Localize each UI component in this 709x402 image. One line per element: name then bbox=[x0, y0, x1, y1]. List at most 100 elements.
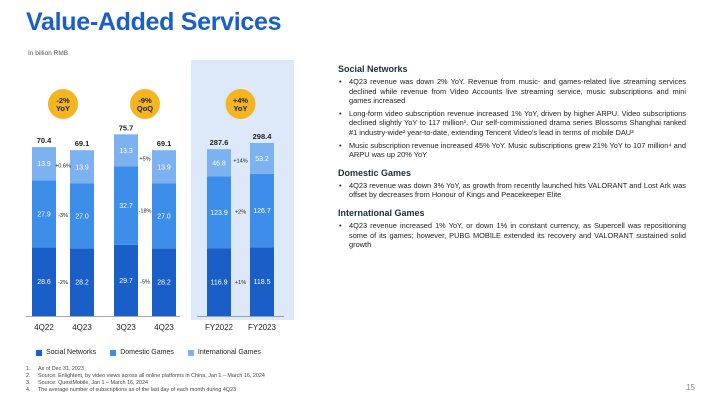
legend-item: Domestic Games bbox=[110, 349, 174, 356]
bar-segment-2 bbox=[207, 176, 231, 249]
bar-segment-2 bbox=[32, 180, 56, 248]
segment-value-label: 27.9 bbox=[37, 211, 51, 218]
footnote-number: 2. bbox=[26, 373, 31, 379]
category-tick-label: 4Q22 bbox=[34, 323, 54, 332]
footnote-text: Source: QuestMobile, Jan 1 – March 16, 2… bbox=[38, 380, 148, 386]
bar-segment-3 bbox=[207, 149, 231, 177]
bar-segment-1 bbox=[70, 248, 94, 316]
legend-swatch bbox=[187, 349, 194, 356]
segment-value-label: 28.6 bbox=[37, 279, 51, 286]
bullet-item: 4Q23 revenue was down 2% YoY. Revenue fr… bbox=[338, 77, 686, 106]
change-label: +0.6% bbox=[55, 163, 71, 169]
segment-value-label: 53.2 bbox=[255, 156, 269, 163]
segment-value-label: 13.9 bbox=[75, 164, 89, 171]
legend-swatch bbox=[110, 349, 117, 356]
bar-segment-3 bbox=[70, 150, 94, 184]
revenue-chart: 28.6 27.9 13.9 70.4 4Q22 28.2 27.0 13.9 69.1 4Q23… bbox=[26, 60, 294, 332]
footnote: 2. Source: Enlightent, by video views acr… bbox=[26, 373, 265, 380]
segment-value-label: 13.3 bbox=[119, 148, 133, 155]
bar-total-label: 69.1 bbox=[75, 139, 90, 148]
bar-segment-3 bbox=[152, 150, 176, 184]
change-label: +2% bbox=[235, 209, 246, 215]
bar-total-label: 69.1 bbox=[157, 139, 172, 148]
growth-badge bbox=[225, 89, 256, 119]
category-tick-label: FY2023 bbox=[248, 323, 277, 332]
change-label: +1% bbox=[235, 280, 246, 286]
segment-value-label: 46.8 bbox=[212, 160, 226, 167]
footnote-number: 3. bbox=[26, 380, 31, 386]
growth-badge bbox=[48, 89, 78, 119]
legend-swatch bbox=[36, 349, 42, 356]
change-label: -3% bbox=[58, 213, 68, 219]
bar-total-label: 298.4 bbox=[253, 132, 273, 141]
growth-badge-basis: YoY bbox=[56, 104, 70, 113]
chart-unit-label: In billion RMB bbox=[28, 50, 69, 57]
bullet-item: 4Q23 revenue increased 1% YoY, or down 1… bbox=[338, 221, 686, 250]
section-heading: Social Networks bbox=[338, 64, 408, 74]
footnote-text: As of Dec 31, 2023 bbox=[38, 366, 84, 372]
legend-label: Domestic Games bbox=[120, 349, 174, 356]
footnote-text: Source: Enlightent, by video views acros… bbox=[38, 373, 265, 379]
legend-item: Social Networks bbox=[36, 349, 96, 356]
legend-label: Social Networks bbox=[46, 349, 97, 356]
legend-label: International Games bbox=[197, 349, 261, 356]
segment-value-label: 27.0 bbox=[75, 213, 89, 220]
page-number: 15 bbox=[686, 383, 695, 392]
bar-segment-1 bbox=[207, 248, 231, 316]
segment-value-label: 123.9 bbox=[210, 210, 228, 217]
commentary-section: Domestic Games 4Q23 revenue was down 3% Y… bbox=[338, 168, 686, 200]
growth-badge-value: +4% bbox=[233, 96, 249, 105]
commentary-section: International Games 4Q23 revenue increase… bbox=[338, 208, 686, 250]
change-label: -2% bbox=[58, 280, 68, 286]
bullet-list: 4Q23 revenue was down 3% YoY, as growth … bbox=[338, 181, 686, 200]
bullet-item: Long-form video subscription revenue inc… bbox=[338, 109, 686, 138]
category-tick-label: FY2022 bbox=[205, 323, 234, 332]
bar-segment-3 bbox=[114, 134, 138, 167]
section-heading: Domestic Games bbox=[338, 167, 412, 178]
growth-badge bbox=[130, 89, 160, 119]
segment-value-label: 13.9 bbox=[157, 164, 171, 171]
footnote: 1. As of Dec 31, 2023 bbox=[26, 366, 265, 373]
segment-value-label: 32.7 bbox=[119, 203, 133, 210]
bar-segment-1 bbox=[32, 247, 56, 316]
change-label: -18% bbox=[138, 209, 151, 215]
bar-segment-3 bbox=[250, 142, 274, 174]
footnote-number: 4. bbox=[26, 387, 31, 393]
segment-value-label: 28.2 bbox=[75, 280, 89, 287]
segment-value-label: 118.5 bbox=[254, 279, 271, 286]
segment-value-label: 28.2 bbox=[157, 280, 171, 287]
growth-badge-value: -9% bbox=[138, 96, 152, 105]
change-label: +5% bbox=[139, 157, 150, 163]
bar-segment-2 bbox=[114, 166, 138, 245]
bar-segment-1 bbox=[114, 244, 138, 316]
section-heading: International Games bbox=[338, 207, 425, 218]
commentary-section: Social Networks 4Q23 revenue was down 2% … bbox=[338, 64, 686, 160]
growth-badge-basis: YoY bbox=[233, 104, 247, 113]
segment-value-label: 126.7 bbox=[253, 208, 271, 215]
bar-segment-1 bbox=[152, 248, 176, 316]
page-title: Value-Added Services bbox=[26, 8, 282, 36]
bullet-item: 4Q23 revenue was down 3% YoY, as growth … bbox=[338, 181, 686, 200]
footnote: 3. Source: QuestMobile, Jan 1 – March 16,… bbox=[26, 380, 265, 387]
bullet-list: 4Q23 revenue was down 2% YoY. Revenue fr… bbox=[338, 77, 686, 160]
bar-total-label: 287.6 bbox=[210, 138, 229, 147]
commentary-panel: Social Networks 4Q23 revenue was down 2% … bbox=[338, 64, 686, 258]
category-tick-label: 4Q23 bbox=[154, 323, 174, 332]
footnotes: 1. As of Dec 31, 2023 2. Source: Enlightent… bbox=[26, 366, 265, 394]
category-tick-label: 3Q23 bbox=[116, 323, 136, 332]
footnote: 4. The average number of subscriptions as… bbox=[26, 387, 265, 394]
segment-value-label: 13.9 bbox=[37, 161, 51, 168]
bar-segment-2 bbox=[250, 173, 274, 248]
segment-value-label: 116.9 bbox=[211, 280, 228, 287]
bar-segment-2 bbox=[70, 183, 94, 249]
bar-segment-1 bbox=[250, 247, 274, 316]
bar-segment-3 bbox=[32, 147, 56, 181]
bullet-list: 4Q23 revenue increased 1% YoY, or down 1… bbox=[338, 221, 686, 250]
bar-total-label: 75.7 bbox=[119, 123, 134, 132]
segment-value-label: 29.7 bbox=[119, 278, 133, 285]
bar-total-label: 70.4 bbox=[37, 136, 52, 145]
growth-badge-basis: QoQ bbox=[137, 104, 153, 113]
growth-badge-value: -2% bbox=[56, 96, 70, 105]
segment-value-label: 27.0 bbox=[157, 213, 171, 220]
legend-item: International Games bbox=[187, 349, 261, 356]
